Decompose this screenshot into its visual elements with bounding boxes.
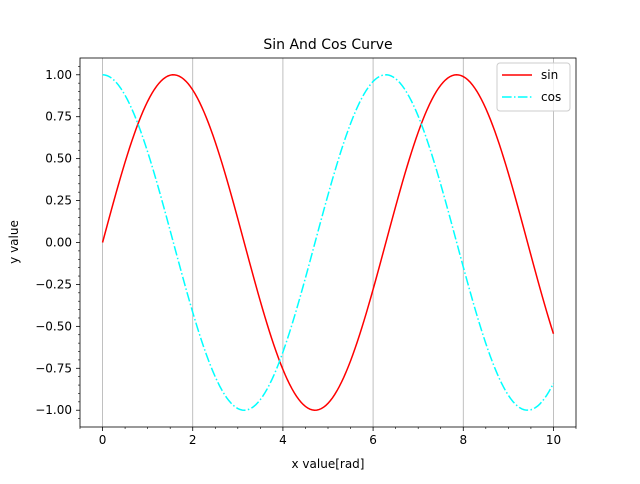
x-tick-label-4: 8 [459, 433, 467, 447]
x-tick-label-3: 6 [369, 433, 377, 447]
y-tick-label-3: −0.25 [35, 277, 72, 291]
y-tick-label-6: 0.50 [45, 152, 72, 166]
chart-title: Sin And Cos Curve [263, 37, 392, 53]
gridlines [102, 58, 554, 427]
y-tick-label-4: 0.00 [45, 236, 72, 250]
y-tick-label-5: 0.25 [45, 194, 72, 208]
x-tick-label-2: 4 [279, 433, 287, 447]
series-line-sin [101, 74, 555, 411]
y-tick-label-8: 1.00 [45, 68, 72, 82]
legend: sin cos [496, 62, 571, 112]
x-tick-label-5: 10 [546, 433, 561, 447]
y-axis-label: y value [7, 220, 21, 264]
x-tick-label-1: 2 [189, 433, 197, 447]
series-lines [101, 74, 555, 411]
y-ticks: −1.00 −0.75 −0.50 −0.25 0.00 0.25 0.50 0.75 1.00 [35, 66, 80, 419]
legend-label-cos: cos [541, 90, 561, 104]
x-tick-label-0: 0 [99, 433, 107, 447]
x-axis-label: x value[rad] [292, 457, 365, 471]
y-tick-label-2: −0.50 [35, 319, 72, 333]
y-tick-label-7: 0.75 [45, 110, 72, 124]
series-line-cos [102, 74, 555, 411]
y-tick-label-0: −1.00 [35, 403, 72, 417]
legend-label-sin: sin [541, 68, 558, 82]
y-tick-label-1: −0.75 [35, 361, 72, 375]
x-ticks: 0 2 4 6 8 10 [79, 427, 577, 447]
